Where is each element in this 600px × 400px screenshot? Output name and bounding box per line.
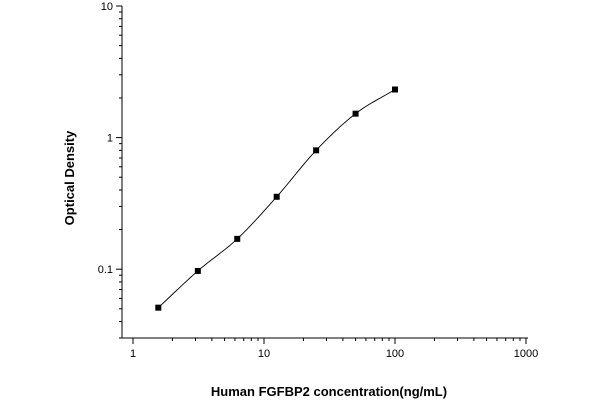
data-point bbox=[194, 267, 201, 274]
axes bbox=[121, 6, 528, 339]
data-point bbox=[155, 304, 162, 311]
data-point bbox=[352, 110, 359, 117]
y-tick-label: 10 bbox=[101, 1, 113, 13]
data-point bbox=[273, 193, 280, 200]
x-tick-label: 10 bbox=[258, 348, 270, 360]
data-point bbox=[313, 147, 320, 154]
data-point bbox=[234, 235, 241, 242]
data-points bbox=[155, 86, 398, 311]
tick-labels: 1 10 100 1000 0.1 1 10 bbox=[98, 1, 539, 360]
x-axis-title: Human FGFBP2 concentration(ng/mL) bbox=[211, 384, 447, 399]
y-tick-label: 0.1 bbox=[98, 264, 113, 276]
y-axis-title: Optical Density bbox=[62, 130, 77, 225]
x-tick-label: 100 bbox=[386, 348, 404, 360]
data-point bbox=[392, 86, 398, 93]
x-tick-label: 1000 bbox=[514, 348, 538, 360]
tick-marks bbox=[116, 5, 527, 344]
x-tick-label: 1 bbox=[130, 348, 136, 360]
y-tick-label: 1 bbox=[107, 133, 113, 145]
